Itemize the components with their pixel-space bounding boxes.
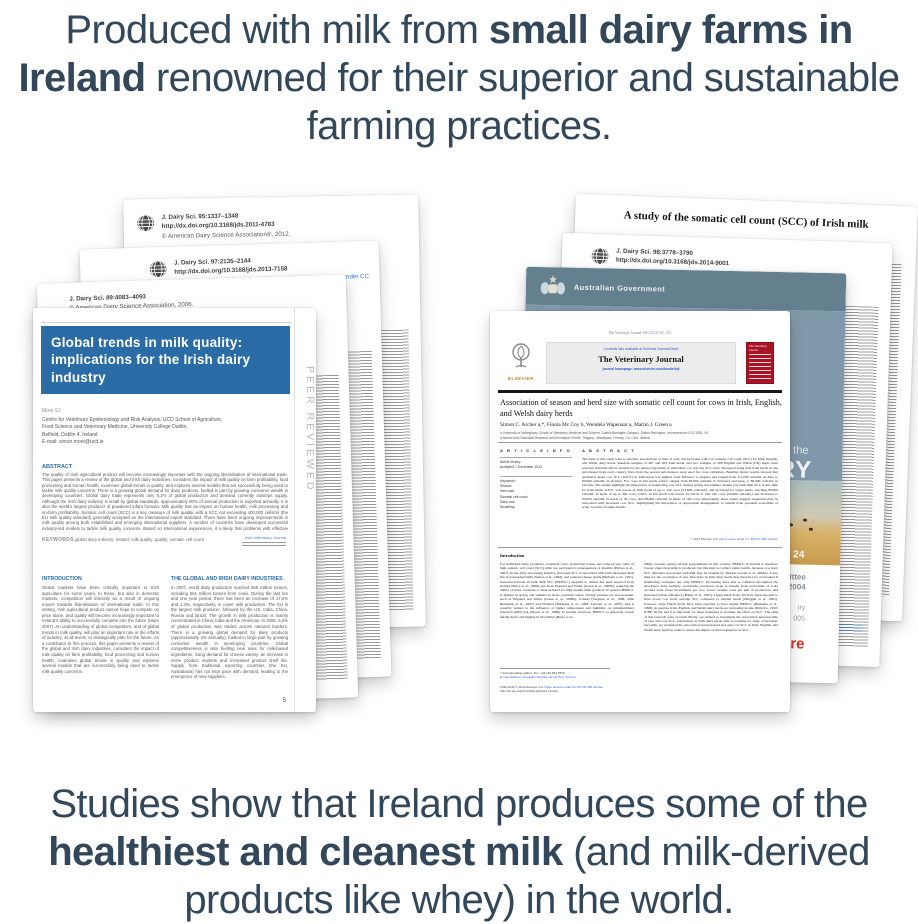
journal-badge: Irish Veterinary Journal [242, 535, 286, 546]
industries-heading: THE GLOBAL AND IRISH DAIRY INDUSTRIES [171, 576, 283, 582]
paper-global-trends: PEER REVIEWED Global trends in milk qual… [33, 308, 316, 712]
jds-2015-header: J. Dairy Sci. 98:3778–3790 http://dx.doi… [590, 246, 730, 270]
journal-badge-name: Irish Veterinary Journal [245, 535, 286, 540]
top-headline-bold: small dairy farms in Ireland [18, 8, 853, 100]
adsa-globe-icon [591, 247, 610, 266]
paper-authors: Simon C. Archer a,*, Finola Mc Coy b, We… [500, 422, 672, 428]
intro-heading: Introduction [500, 553, 525, 558]
intro-column-1: For individual dairy producers, treatmen… [500, 562, 634, 619]
bottom-headline: Studies show that Ireland produces some … [0, 780, 918, 924]
issn-license-link: Open access under CC BY-NC-ND license. [544, 684, 604, 689]
keywords-heading: KEYWORDS [42, 537, 74, 543]
paper-title: Global trends in milk quality: implicati… [41, 326, 290, 394]
running-head: The Veterinary Journal 196 (2013) 515–52… [608, 331, 672, 335]
keywords-line: KEYWORDS global dairy industry; Ireland;… [42, 537, 238, 543]
thumbnail-texture [749, 354, 771, 381]
copyright-line: © American Dairy Science Association®, 2… [161, 230, 291, 240]
cattle-silhouette [808, 527, 813, 531]
top-headline-text: Produced with milk from [65, 8, 489, 52]
paper-title: Association of season and herd size with… [500, 398, 782, 418]
government-label: Australian Government [573, 282, 666, 294]
elsevier-logo: ELSEVIER [500, 342, 542, 381]
abstract-heading: A B S T R A C T [582, 448, 636, 453]
doi-line: http://dx.doi.org/10.1016/j.tvjl.2012.12… [500, 689, 558, 694]
issn-doi-block: 1090-0233 © 2012 Elsevier Ltd. Open acce… [500, 685, 604, 694]
abstract-text: The aims of this study were to describe … [582, 457, 778, 510]
intro-column-2: 2006), because spring-calving predominat… [644, 562, 778, 632]
email-suffix: (S.C. Archer). [556, 675, 577, 680]
homepage-prefix: journal homepage: [602, 367, 634, 371]
abstract-heading: ABSTRACT [42, 464, 73, 470]
issn-line: 1090-0233 © 2012 Elsevier Ltd. [500, 684, 545, 689]
contents-prefix: Contents lists available at [603, 347, 644, 351]
sciencedirect-link: SciVerse ScienceDirect [643, 347, 679, 351]
copyright-line: © 2012 Elsevier Ltd. Open access under C… [582, 537, 778, 541]
divider [41, 322, 292, 323]
keywords-label: Keywords: [500, 479, 516, 484]
cover-title-fragment-small: the [793, 444, 809, 457]
email-label: E-mail address: [500, 675, 523, 680]
body-columns: INTRODUCTION Global markets have been cr… [42, 576, 288, 696]
top-headline-text-2: renowned for their superior and sustaina… [145, 56, 900, 148]
paper-veterinary-journal: The Veterinary Journal 196 (2013) 515–52… [490, 311, 790, 712]
copyright-text: © 2012 Elsevier Ltd. [689, 537, 719, 541]
divider [294, 308, 295, 712]
industries-text: In 2007, world dairy production reached … [171, 585, 288, 680]
adsa-globe-icon [149, 260, 168, 279]
article-info-heading: A R T I C L E I N F O [500, 448, 572, 453]
elsevier-tree-icon [512, 343, 530, 368]
divider [498, 390, 782, 393]
paper-author: More SJ [42, 408, 61, 414]
top-headline: Produced with milk from small dairy farm… [0, 6, 918, 150]
intro-heading: INTRODUCTION [42, 576, 82, 582]
email-link: svxsa@nottingham.ac.uk [522, 675, 557, 680]
footnotes: * Corresponding author. Tel.: +44 115 95… [500, 667, 610, 680]
paper-title: A study of the somatic cell count (SCC) … [623, 209, 869, 231]
divider [498, 547, 782, 548]
adsa-globe-icon [136, 214, 155, 233]
abstract-text: The quality of Irish agricultural produc… [42, 472, 288, 532]
journal-cover-thumbnail: The Veterinary Journal [746, 342, 774, 384]
homepage-link: www.elsevier.com/locate/tvjl [633, 367, 680, 371]
journal-banner: ELSEVIER Contents lists available at Sci… [498, 342, 782, 386]
cover-government-band: Australian Government [525, 266, 847, 312]
thumbnail-title: The Veterinary Journal [749, 344, 767, 352]
divider [498, 442, 782, 443]
keyword: Modelling [500, 504, 515, 509]
journal-header-box: Contents lists available at SciVerse Sci… [546, 342, 736, 384]
elsevier-wordmark: ELSEVIER [508, 376, 534, 381]
jds-2012-header: J. Dairy Sci. 95:1337–1348 http://dx.doi… [135, 211, 290, 242]
journal-badge-subline [242, 542, 286, 546]
keyword: Dairy cow [500, 499, 515, 504]
corresponding-author-note: * Corresponding author. Tel.: +44 115 95… [500, 670, 566, 675]
cattle-silhouette [803, 518, 808, 522]
paper-affiliation: Centre for Veterinary Epidemiology and R… [42, 417, 223, 445]
peer-reviewed-label: PEER REVIEWED [304, 366, 316, 493]
report-cover-australian-dairy: Australian Government the RY 24 ittee 20… [517, 266, 847, 684]
australian-coat-of-arms-icon [540, 275, 566, 295]
bottom-headline-text: Studies show that Ireland produces some … [50, 782, 868, 826]
license-link: Open access under CC BY-NC-ND license. [719, 537, 778, 541]
keyword: Somatic cell count [500, 494, 528, 499]
bottom-headline-bold: healthiest and cleanest milk [48, 830, 563, 874]
cover-photo-number: 24 [793, 549, 805, 561]
body-columns: For individual dairy producers, treatmen… [500, 562, 778, 664]
keywords-text: global dairy industry; Ireland; milk qua… [75, 537, 204, 542]
article-info-column: Article history: Accepted 7 December 201… [500, 457, 572, 516]
keyword: Season [500, 484, 512, 489]
keyword: Herd size [500, 489, 515, 494]
page-number: 5 [282, 698, 286, 704]
history-label: Article history: [500, 460, 522, 464]
journal-name: The Veterinary Journal [598, 354, 684, 364]
accepted-date: Accepted 7 December 2012 [500, 465, 543, 470]
bottom-headline-text-2: (and milk-derived products like whey) in… [184, 830, 870, 922]
intro-text: Global markets have been critically impo… [42, 585, 159, 674]
paper-affiliations: a University of Nottingham, School of Ve… [500, 431, 709, 440]
